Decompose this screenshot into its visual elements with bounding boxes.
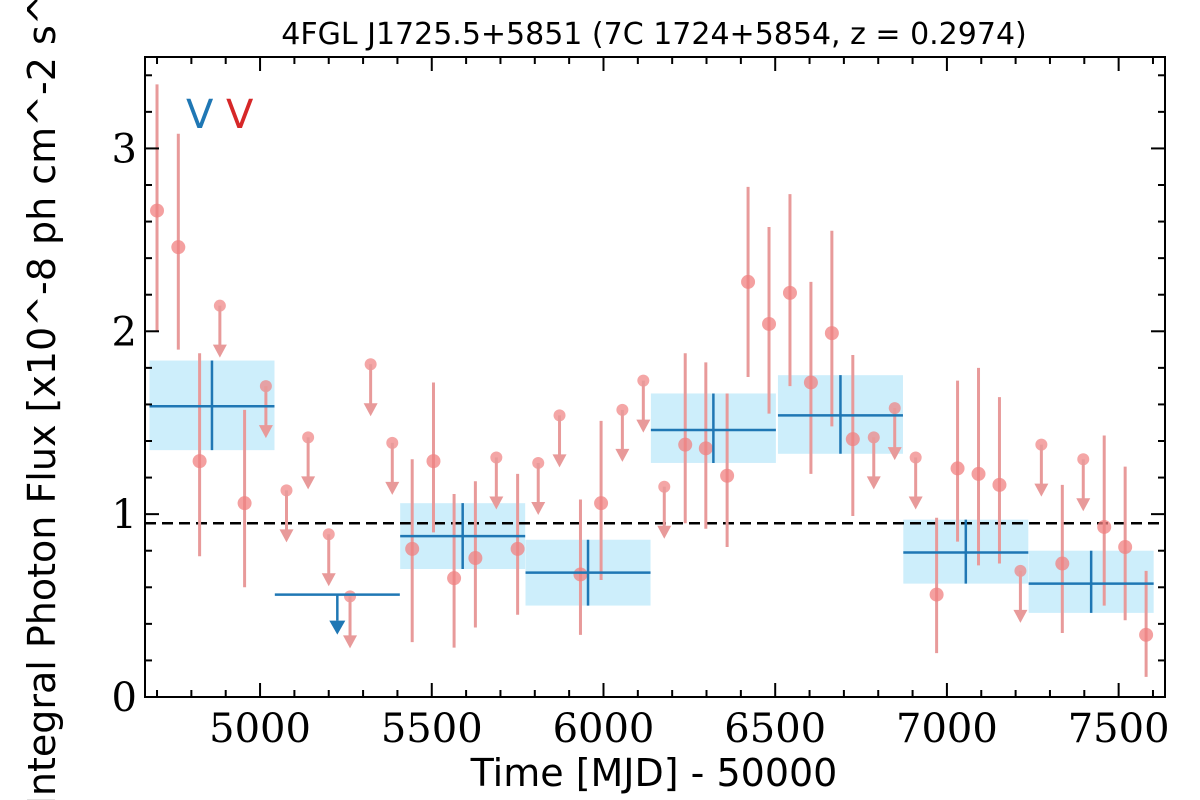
tick-labels: 5000 5500 6000 6500 7000 7500 0 1 2 3: [112, 126, 1170, 752]
short-bin-point: [192, 454, 207, 469]
axis-ticks: [145, 57, 1165, 698]
short-bin-point: [698, 441, 713, 456]
short-bin-point: [992, 477, 1007, 492]
y-axis-label: Integral Photon Flux [x10^-8 ph cm^-2 s^…: [20, 0, 64, 800]
short-bin-point: [171, 240, 186, 255]
short-bin-point: [1097, 519, 1112, 534]
short-bin-ul-arrow: [363, 403, 378, 417]
short-bin-ul-arrow: [385, 481, 400, 495]
long-bin-ul-arrow: [329, 620, 346, 635]
short-bin-ul-arrow: [1076, 498, 1091, 512]
short-bin-ul-arrow: [1034, 483, 1049, 497]
long-bin-points: [149, 360, 1154, 635]
short-bin-point: [741, 274, 756, 289]
short-bin-ul-arrow: [301, 476, 316, 490]
short-bin-ul-arrow: [321, 573, 336, 587]
short-bin-point: [447, 571, 462, 586]
short-bin-point: [150, 203, 165, 218]
short-bin-ul-arrow: [908, 496, 923, 510]
short-bin-ul-arrow: [258, 425, 273, 439]
plot-frame: [144, 56, 1166, 698]
short-bin-point: [762, 316, 777, 331]
short-bin-point: [594, 496, 609, 511]
short-bin-ul-arrow: [552, 454, 567, 468]
short-bin-point: [468, 551, 483, 566]
short-bin-ul-arrow: [657, 525, 672, 539]
short-bin-point: [405, 541, 420, 556]
short-bin-points: [150, 84, 1154, 677]
chart-title: 4FGL J1725.5+5851 (7C 1724+5854, z = 0.2…: [281, 17, 1027, 52]
short-bin-point: [845, 432, 860, 447]
marker-label-red: V: [226, 92, 254, 138]
y-tick-label: 3: [112, 126, 137, 172]
short-bin-ul-arrow: [615, 448, 630, 462]
short-bin-ul-arrow: [866, 476, 881, 490]
x-tick-label: 7500: [1068, 706, 1170, 752]
short-bin-point: [426, 454, 441, 469]
short-bin-point: [950, 461, 965, 476]
y-tick-label: 1: [112, 492, 137, 538]
x-tick-label: 5500: [381, 706, 483, 752]
x-tick-label: 7000: [896, 706, 998, 752]
short-bin-ul-arrow: [636, 419, 651, 433]
x-tick-label: 5000: [209, 706, 311, 752]
short-bin-point: [1139, 627, 1154, 642]
short-bin-point: [1055, 556, 1070, 571]
short-bin-point: [929, 587, 944, 602]
short-bin-point: [1118, 540, 1133, 555]
x-tick-label: 6500: [724, 706, 826, 752]
short-bin-ul-arrow: [212, 344, 227, 358]
short-bin-ul-arrow: [531, 501, 546, 515]
short-bin-point: [678, 437, 693, 452]
plot-layer: [145, 84, 1165, 677]
short-bin-point: [510, 541, 525, 556]
x-axis-label: Time [MJD] - 50000: [470, 751, 838, 795]
short-bin-point: [824, 326, 839, 341]
short-bin-ul-arrow: [489, 496, 504, 510]
short-bin-ul-arrow: [279, 529, 294, 543]
short-bin-point: [720, 468, 735, 483]
y-tick-label: 2: [112, 309, 137, 355]
short-bin-ul-arrow: [343, 635, 358, 649]
y-tick-label: 0: [112, 675, 137, 721]
x-tick-label: 6000: [553, 706, 655, 752]
short-bin-point: [782, 285, 797, 300]
short-bin-ul-arrow: [1013, 609, 1028, 623]
marker-label-blue: V: [186, 92, 214, 138]
short-bin-point: [803, 375, 818, 390]
short-bin-point: [573, 567, 588, 582]
short-bin-point: [971, 466, 986, 481]
short-bin-ul-arrow: [887, 447, 902, 461]
short-bin-point: [237, 496, 252, 511]
